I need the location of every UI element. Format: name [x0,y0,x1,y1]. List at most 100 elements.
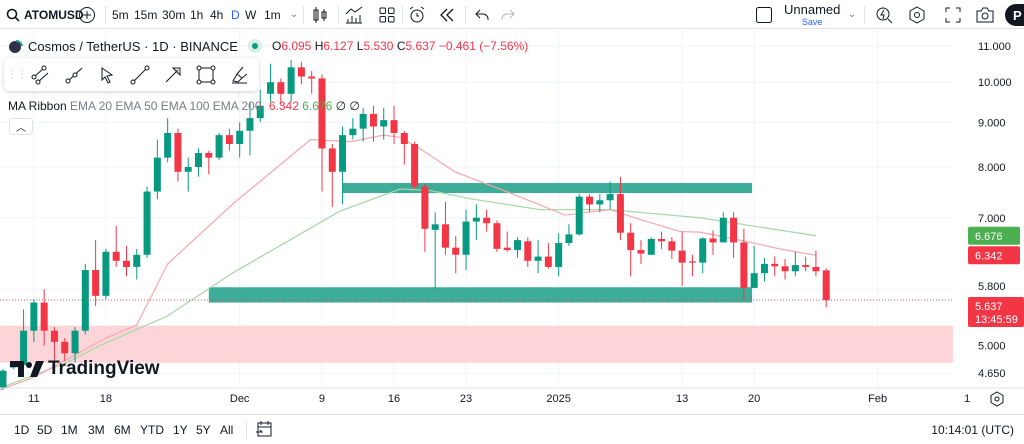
parallel-channel-icon [31,65,48,84]
replay-button[interactable] [436,0,458,29]
range-1M[interactable]: 1M [61,423,78,437]
candle [71,327,79,363]
candle-body [719,217,727,243]
range-5D[interactable]: 5D [37,423,53,437]
interval-15m[interactable]: 15m [134,7,158,22]
save-link[interactable]: Save [801,16,823,27]
highlighter-tool[interactable] [222,60,255,90]
candle [287,60,295,102]
range-1Y[interactable]: 1Y [173,423,188,437]
collapse-legend-button[interactable]: ︿ [9,118,33,135]
indicators-button[interactable] [343,0,365,29]
interval-dropdown-chevron-icon[interactable]: ⌄ [289,9,299,20]
price-tick-label: 9.000 [978,117,1006,129]
candle-body [256,105,264,119]
range-5Y[interactable]: 5Y [196,423,211,437]
ema20-value: 6.342 [268,99,299,113]
candle-body [318,78,326,149]
candle-body [668,241,676,251]
candle [133,248,141,280]
settings-button[interactable] [906,0,928,29]
time-tick-label: 11 [28,393,39,405]
cosmos-logo-icon [9,39,23,53]
arrow-tool[interactable] [156,60,189,90]
ma-ribbon-legend[interactable]: MA Ribbon EMA 20 EMA 50 EMA 100 EMA 200 … [8,99,360,113]
interval-D[interactable]: D [231,7,240,22]
publish-button[interactable]: P [1005,4,1024,26]
layout-dropdown-chevron-icon[interactable]: ⌄ [847,9,857,20]
cursor-tool[interactable] [90,60,123,90]
axis-settings-icon[interactable] [990,391,1004,407]
ema200-value: ∅ [349,99,360,113]
trend-line-tool[interactable] [123,60,156,90]
candle-body [781,266,789,272]
candle [802,256,810,272]
candle-body [534,256,542,261]
utc-clock[interactable]: 10:14:01 (UTC) [931,423,1014,437]
price-chart[interactable]: 11.000 10.000 9.000 8.000 7.000 5.800 5.000 4.6… [0,30,1024,414]
top-toolbar: ATOMUSD 5m 15m 30m 1h 4h D W 1m ⌄ Unnamed Save … [0,0,1024,29]
candle-body [647,238,655,255]
drag-handle-icon[interactable]: ⋮⋮ [7,69,27,80]
interval-W[interactable]: W [245,7,257,22]
camera-icon [976,7,994,22]
ray-tool[interactable] [57,60,90,90]
indicator-params: EMA 20 EMA 50 EMA 100 EMA 200 [70,99,262,113]
interval-4h[interactable]: 4h [210,7,224,22]
candle-body [297,67,305,77]
last-price-label-bg [968,297,1024,328]
candle [740,228,748,300]
fullscreen-button[interactable] [942,0,964,29]
layout-name: Unnamed [784,1,841,17]
candle-body [328,148,336,172]
candle-body [143,191,151,255]
symbol-search-button[interactable]: ATOMUSD [6,0,84,29]
candle [431,212,439,290]
candle [153,139,161,200]
candle [174,128,182,182]
candle-body [627,232,635,251]
layout-name-button[interactable]: Unnamed Save [784,0,840,29]
candle-body [225,135,233,144]
quick-search-button[interactable] [873,0,895,29]
compare-add-button[interactable] [76,0,98,29]
redo-button[interactable] [498,0,518,29]
range-All[interactable]: All [220,423,234,437]
candle [709,230,717,255]
support-zone-rect [0,325,953,363]
candle-body [359,113,367,129]
candles-chart-type-button[interactable] [310,0,330,29]
interval-30m[interactable]: 30m [162,7,186,22]
candle-body [503,247,511,251]
interval-1m[interactable]: 1m [264,7,281,22]
candle-body [369,113,377,127]
range-3M[interactable]: 3M [88,423,105,437]
range-1D[interactable]: 1D [14,423,30,437]
candle-body [215,135,223,158]
candle-body [493,223,501,249]
candle-body [688,261,696,263]
candle-body [205,153,213,158]
horizontal-zone-rect [342,183,753,194]
time-tick-label: Dec [230,393,250,405]
layouts-button[interactable] [376,0,398,29]
candle [143,186,151,258]
snapshot-button[interactable] [974,0,996,29]
goto-date-button[interactable] [256,420,272,441]
range-YTD[interactable]: YTD [140,423,164,437]
alarm-clock-icon [409,6,425,22]
interval-5m[interactable]: 5m [112,7,129,22]
candle [215,132,223,160]
layout-checkbox[interactable] [754,0,774,29]
interval-1h[interactable]: 1h [190,7,204,22]
range-6M[interactable]: 6M [114,423,131,437]
rectangle-tool[interactable] [189,60,222,90]
candle-body [616,194,624,233]
alert-button[interactable] [406,0,428,29]
candle-body [61,341,69,354]
candle [647,237,655,255]
candle [637,240,645,264]
parallel-channel-tool[interactable] [24,60,57,90]
undo-button[interactable] [472,0,492,29]
candle-body [431,224,439,230]
